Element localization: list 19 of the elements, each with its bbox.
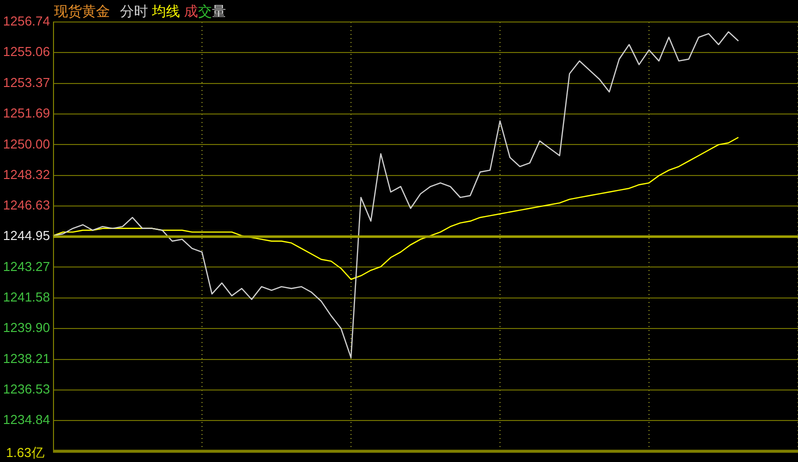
y-tick-label: 1251.69: [3, 106, 50, 120]
chart-title: 现货黄金: [54, 4, 110, 20]
y-tick-label: 1239.90: [3, 320, 50, 336]
y-tick-label: 1236.53: [3, 381, 50, 396]
y-tick-label: 1255.06: [3, 44, 50, 60]
y-tick-label: 1246.63: [3, 198, 50, 213]
text: 1.63亿: [6, 444, 44, 462]
text: 均线: [152, 4, 180, 20]
y-tick-label: 1244.95: [3, 228, 50, 244]
y-tick-label: 1238.21: [3, 350, 50, 366]
y-tick-label: 1248.32: [3, 166, 50, 182]
y-tick-label: 1256.74: [3, 14, 50, 29]
text: 成交量: [184, 4, 226, 20]
y-tick-label: 1241.58: [3, 290, 50, 305]
y-tick-label: 1253.37: [3, 74, 50, 90]
y-tick-label: 1250.00: [3, 136, 50, 152]
y-tick-label: 1234.84: [3, 412, 50, 428]
text: 分时: [120, 4, 148, 20]
y-tick-label: 1243.27: [3, 258, 50, 274]
